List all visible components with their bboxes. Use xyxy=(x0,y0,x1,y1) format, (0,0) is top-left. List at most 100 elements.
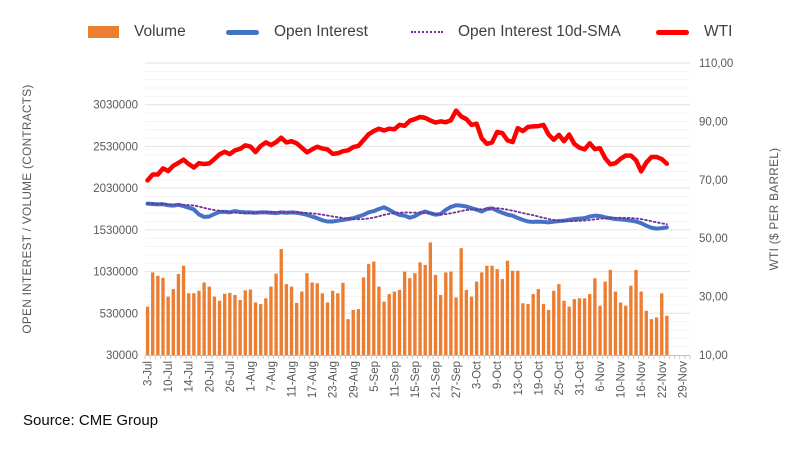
volume-bar xyxy=(480,272,484,355)
volume-bar xyxy=(377,286,381,355)
volume-bar xyxy=(402,271,407,355)
volume-bar xyxy=(546,309,551,355)
volume-bar xyxy=(557,284,561,355)
right-axis-tick-label: 30,00 xyxy=(699,292,728,304)
volume-bar xyxy=(356,309,361,355)
x-axis-tick-label: 9-Oct xyxy=(492,360,504,389)
volume-bar xyxy=(552,290,556,355)
left-axis-tick-label: 530000 xyxy=(100,308,138,320)
volume-bar xyxy=(295,302,299,355)
volume-bar xyxy=(418,262,422,355)
volume-bar xyxy=(397,289,402,355)
legend: Volume Open Interest Open Interest 10d-S… xyxy=(0,20,808,44)
volume-bar xyxy=(166,296,170,355)
volume-bar xyxy=(413,273,417,355)
legend-label-open-interest: Open Interest xyxy=(274,23,368,40)
volume-bar xyxy=(382,301,386,355)
wti-line xyxy=(145,108,670,183)
volume-bar xyxy=(423,264,427,355)
x-axis-tick-label: 13-Oct xyxy=(513,360,525,395)
volume-bar xyxy=(408,278,412,355)
right-axis-tick-label: 90,00 xyxy=(699,116,728,128)
volume-bar xyxy=(366,264,371,355)
volume-bar xyxy=(444,272,448,355)
volume-bar xyxy=(531,294,535,355)
volume-bar xyxy=(459,248,463,355)
x-axis-tick-label: 22-Nov xyxy=(657,361,669,398)
volume-bar xyxy=(202,282,206,355)
volume-bar xyxy=(315,283,319,355)
volume-bar xyxy=(500,279,505,355)
volume-bar xyxy=(346,319,350,355)
right-axis-tick-label: 10,00 xyxy=(699,350,728,362)
volume-bar xyxy=(521,303,525,355)
volume-bar xyxy=(603,281,607,355)
volume-bar xyxy=(289,286,294,355)
volume-bar xyxy=(223,293,227,355)
right-axis-tick-label: 70,00 xyxy=(699,175,728,187)
volume-bar xyxy=(665,315,669,355)
right-axis-tick-label: 110,00 xyxy=(699,58,733,70)
volume-bar xyxy=(660,293,664,355)
volume-bar xyxy=(197,290,201,355)
x-axis-tick-label: 17-Aug xyxy=(307,361,319,398)
volume-bar xyxy=(593,278,597,355)
volume-bar xyxy=(156,275,160,355)
left-axis-tick-label: 2530000 xyxy=(93,141,138,153)
x-axis-tick-label: 20-Jul xyxy=(204,361,216,392)
volume-bar xyxy=(171,289,175,355)
x-axis-tick-label: 19-Oct xyxy=(533,360,545,395)
x-axis-tick-label: 11-Sep xyxy=(389,361,401,397)
volume-bar xyxy=(279,249,283,355)
volume-bar xyxy=(341,282,345,355)
volume-bar xyxy=(284,284,289,355)
x-axis-tick-label: 14-Jul xyxy=(184,361,196,392)
volume-bar xyxy=(145,306,150,355)
volume-bar xyxy=(238,299,242,355)
open-interest-sma-line xyxy=(146,202,668,226)
volume-bar xyxy=(228,292,232,355)
volume-bar xyxy=(572,299,576,355)
volume-bar xyxy=(449,271,453,355)
volume-bar xyxy=(248,289,253,355)
volume-bar xyxy=(598,305,602,355)
volume-bar xyxy=(438,294,443,355)
volume-bar xyxy=(207,286,211,355)
volume-bar xyxy=(274,273,278,355)
volume-bar xyxy=(181,265,186,355)
x-axis-tick-label: 7-Aug xyxy=(266,361,278,392)
volume-bar xyxy=(264,298,268,355)
volume-bar xyxy=(305,273,309,355)
volume-bar xyxy=(649,319,654,355)
volume-bar xyxy=(541,304,546,355)
x-axis-tick-label: 27-Sep xyxy=(451,361,463,398)
volume-bar xyxy=(392,291,397,355)
volume-bar xyxy=(212,296,217,355)
volume-bar xyxy=(233,294,237,355)
volume-bar xyxy=(618,302,623,355)
volume-bar xyxy=(387,294,391,355)
left-axis-title: OPEN INTEREST / VOLUME (CONTRACTS) xyxy=(20,84,34,333)
x-axis-tick-label: 10-Nov xyxy=(616,361,628,398)
legend-label-volume: Volume xyxy=(134,23,186,40)
volume-bar xyxy=(330,290,335,355)
x-axis-tick-label: 21-Sep xyxy=(431,361,443,398)
right-axis-title: WTI ($ PER BARREL) xyxy=(767,148,781,271)
legend-item-volume: Volume xyxy=(88,20,186,44)
volume-bar xyxy=(320,293,325,355)
source-note: Source: CME Group xyxy=(23,412,159,429)
volume-bar xyxy=(372,261,376,355)
open-interest-line xyxy=(145,201,669,231)
left-axis-tick-label: 2030000 xyxy=(93,183,138,195)
volume-bar xyxy=(192,293,196,355)
volume-bar xyxy=(469,296,474,355)
volume-bar xyxy=(151,272,155,355)
left-axis-tick-label: 3030000 xyxy=(93,100,138,112)
volume-bar xyxy=(300,291,304,355)
volume-bar xyxy=(243,290,247,355)
volume-bar xyxy=(217,300,222,355)
left-axis-tick-label: 1030000 xyxy=(93,267,138,279)
x-axis-tick-label: 29-Aug xyxy=(348,361,360,398)
